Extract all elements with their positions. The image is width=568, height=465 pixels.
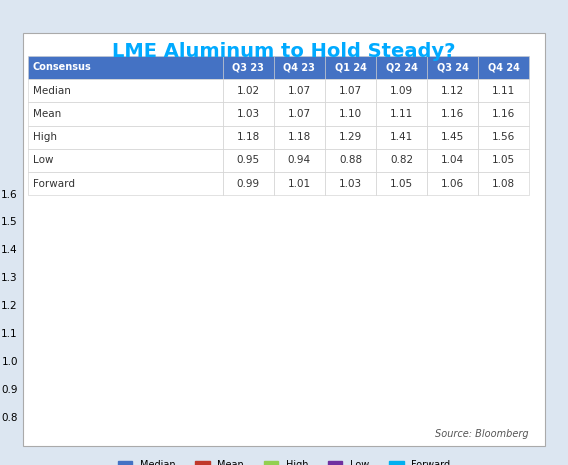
Text: 1.18: 1.18 [288,132,311,142]
Text: 1.07: 1.07 [339,86,362,96]
Text: Low: Low [33,155,53,166]
Text: 1.16: 1.16 [441,109,464,119]
Text: 1.03: 1.03 [339,179,362,189]
Text: 1.05: 1.05 [492,155,515,166]
Text: 0.82: 0.82 [390,155,413,166]
Text: 0.99: 0.99 [237,179,260,189]
Text: 0.95: 0.95 [237,155,260,166]
Text: 0.88: 0.88 [339,155,362,166]
Text: 1.18: 1.18 [237,132,260,142]
Text: 1.07: 1.07 [288,86,311,96]
Text: High: High [33,132,57,142]
Text: Q1 24: Q1 24 [335,62,366,73]
Text: 1.41: 1.41 [390,132,413,142]
Text: 1.04: 1.04 [441,155,464,166]
Text: 1.29: 1.29 [339,132,362,142]
Text: Q4 24: Q4 24 [488,62,520,73]
Text: 1.11: 1.11 [390,109,413,119]
Text: Consensus: Consensus [33,62,91,73]
Text: 1.05: 1.05 [390,179,413,189]
Text: Q3 24: Q3 24 [437,62,469,73]
Text: 0.94: 0.94 [288,155,311,166]
Text: 1.07: 1.07 [288,109,311,119]
Text: Source: Bloomberg: Source: Bloomberg [435,429,528,439]
Text: 1.06: 1.06 [441,179,464,189]
Text: 1.02: 1.02 [237,86,260,96]
Text: Median: Median [33,86,71,96]
Text: Forward: Forward [33,179,75,189]
Text: Mean: Mean [33,109,61,119]
Text: 1.09: 1.09 [390,86,413,96]
Legend: Median, Mean, High, Low, Forward: Median, Mean, High, Low, Forward [114,456,454,465]
Text: 1.08: 1.08 [492,179,515,189]
Text: LME Aluminum to Hold Steady?: LME Aluminum to Hold Steady? [112,42,456,61]
Text: Q2 24: Q2 24 [386,62,417,73]
Text: 1.12: 1.12 [441,86,464,96]
Text: 1.56: 1.56 [492,132,515,142]
Text: Q4 23: Q4 23 [283,62,315,73]
Text: Q3 23: Q3 23 [232,62,264,73]
Text: 1.16: 1.16 [492,109,515,119]
Text: 1.03: 1.03 [237,109,260,119]
Text: 1.10: 1.10 [339,109,362,119]
Text: 1.01: 1.01 [288,179,311,189]
Text: 1.45: 1.45 [441,132,464,142]
Text: 1.11: 1.11 [492,86,515,96]
